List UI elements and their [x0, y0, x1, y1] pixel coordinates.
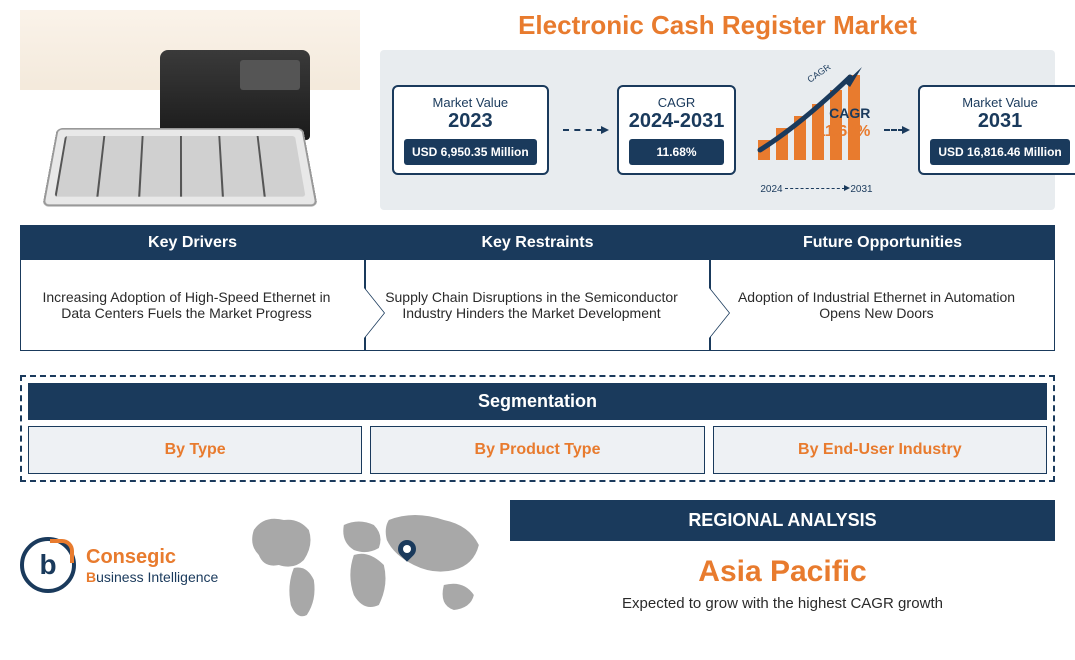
- factor-opportunities: Future Opportunities Adoption of Industr…: [710, 225, 1055, 351]
- stat-label: CAGR: [629, 95, 725, 110]
- svg-text:CAGR: CAGR: [806, 65, 833, 85]
- stats-panel: Market Value 2023 USD 6,950.35 Million C…: [380, 50, 1055, 210]
- growth-year-start: 2024: [760, 184, 782, 195]
- brand-tagline: Business Intelligence: [86, 569, 218, 585]
- chevron-right-icon: [364, 288, 384, 338]
- segmentation-title: Segmentation: [28, 383, 1047, 420]
- logo-badge-icon: b: [20, 537, 76, 593]
- brand-logo: b Consegic Business Intelligence: [20, 537, 218, 593]
- factor-body: Increasing Adoption of High-Speed Ethern…: [21, 260, 364, 350]
- factors-row: Key Drivers Increasing Adoption of High-…: [20, 225, 1055, 351]
- factor-restraints: Key Restraints Supply Chain Disruptions …: [365, 225, 710, 351]
- factor-body: Adoption of Industrial Ethernet in Autom…: [711, 260, 1054, 350]
- stat-year: 2031: [930, 110, 1069, 133]
- timeline-arrow-icon: [785, 188, 845, 189]
- stat-label: Market Value: [930, 95, 1069, 110]
- page-title: Electronic Cash Register Market: [380, 10, 1055, 41]
- regional-analysis-panel: REGIONAL ANALYSIS Asia Pacific Expected …: [510, 500, 1055, 626]
- regional-note: Expected to grow with the highest CAGR g…: [524, 595, 1041, 612]
- regional-region-name: Asia Pacific: [524, 555, 1041, 589]
- stat-value: USD 16,816.46 Million: [930, 139, 1069, 165]
- cagr-percent: 11.68%: [817, 123, 870, 141]
- stat-value: 11.68%: [629, 139, 725, 165]
- factor-header: Key Drivers: [21, 226, 364, 260]
- stat-market-value-2031: Market Value 2031 USD 16,816.46 Million: [918, 85, 1075, 175]
- stat-period: 2024-2031: [629, 110, 725, 133]
- factor-header: Key Restraints: [366, 226, 709, 260]
- regional-header: REGIONAL ANALYSIS: [510, 500, 1055, 541]
- arrow-connector-icon: [884, 129, 904, 131]
- stat-value: USD 6,950.35 Million: [404, 139, 537, 165]
- stat-market-value-2023: Market Value 2023 USD 6,950.35 Million: [392, 85, 549, 175]
- hero-image: [20, 10, 360, 210]
- cash-register-illustration: [50, 120, 310, 210]
- growth-chart: CAGR CAGR 11.68% 2024 2031: [750, 65, 870, 195]
- factor-drivers: Key Drivers Increasing Adoption of High-…: [20, 225, 365, 351]
- segmentation-item: By End-User Industry: [713, 426, 1047, 474]
- arrow-connector-icon: [563, 129, 603, 131]
- factor-header: Future Opportunities: [711, 226, 1054, 260]
- bottom-left-panel: b Consegic Business Intelligence: [20, 500, 500, 630]
- factor-body: Supply Chain Disruptions in the Semicond…: [366, 260, 709, 350]
- segmentation-panel: Segmentation By TypeBy Product TypeBy En…: [20, 375, 1055, 482]
- segmentation-item: By Product Type: [370, 426, 704, 474]
- stat-year: 2023: [404, 110, 537, 133]
- growth-year-end: 2031: [850, 184, 872, 195]
- stat-cagr-box: CAGR 2024-2031 11.68%: [617, 85, 737, 175]
- stat-label: Market Value: [404, 95, 537, 110]
- segmentation-item: By Type: [28, 426, 362, 474]
- world-map-icon: [238, 500, 500, 630]
- brand-name: Consegic: [86, 546, 218, 569]
- chevron-right-icon: [709, 288, 729, 338]
- cagr-label: CAGR: [829, 105, 870, 121]
